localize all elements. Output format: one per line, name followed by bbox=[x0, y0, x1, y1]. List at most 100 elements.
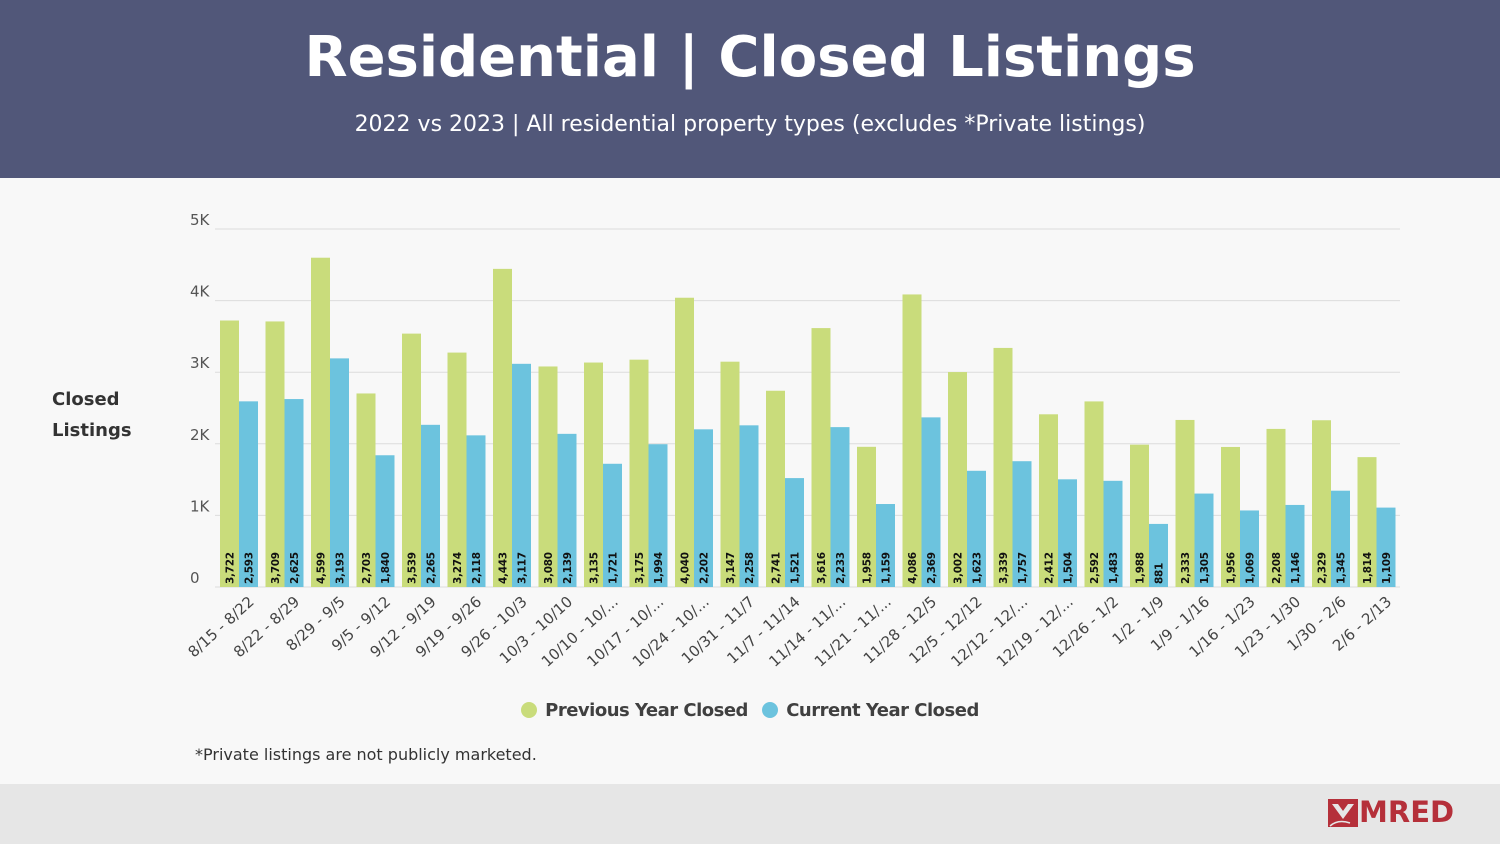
bar-current-year[interactable] bbox=[1194, 493, 1214, 587]
bar-previous-year[interactable] bbox=[1130, 444, 1149, 587]
legend-item-current[interactable]: Current Year Closed bbox=[762, 700, 979, 721]
data-label-current: 2,139 bbox=[562, 552, 574, 584]
bar-current-year[interactable] bbox=[466, 435, 486, 587]
bar-previous-year[interactable] bbox=[1312, 420, 1331, 587]
data-label-previous: 4,443 bbox=[498, 552, 510, 584]
bar-previous-year[interactable] bbox=[720, 361, 740, 587]
bar-current-year[interactable] bbox=[1285, 504, 1305, 587]
bar-current-year[interactable] bbox=[876, 504, 895, 587]
bar-current-year[interactable] bbox=[1012, 461, 1032, 587]
data-label-previous: 4,040 bbox=[680, 552, 692, 584]
data-label-previous: 2,333 bbox=[1180, 552, 1192, 584]
data-label-previous: 3,175 bbox=[634, 552, 646, 584]
x-tick-layer: 8/15 - 8/228/22 - 8/298/29 - 9/59/5 - 9/… bbox=[184, 593, 1395, 671]
data-label-previous: 2,208 bbox=[1271, 552, 1283, 584]
bar-previous-year[interactable] bbox=[993, 347, 1013, 587]
logo-text: MRED bbox=[1359, 795, 1455, 829]
bar-current-year[interactable] bbox=[557, 433, 577, 587]
data-label-previous: 1,814 bbox=[1362, 552, 1374, 584]
bar-current-year[interactable] bbox=[512, 363, 531, 587]
bar-previous-year[interactable] bbox=[857, 446, 876, 587]
bar-previous-year[interactable] bbox=[902, 294, 922, 587]
bar-current-year[interactable] bbox=[648, 444, 668, 587]
y-tick-label: 0 bbox=[190, 569, 200, 587]
mred-logo-icon bbox=[1328, 799, 1358, 827]
data-label-previous: 1,958 bbox=[862, 552, 874, 584]
bar-previous-year[interactable] bbox=[1221, 446, 1240, 587]
data-label-current: 881 bbox=[1154, 563, 1166, 584]
bar-previous-year[interactable] bbox=[675, 297, 694, 587]
data-label-previous: 3,002 bbox=[953, 552, 965, 584]
bar-current-year[interactable] bbox=[967, 470, 986, 587]
data-label-previous: 2,592 bbox=[1089, 552, 1101, 584]
bar-previous-year[interactable] bbox=[948, 372, 967, 587]
bar-current-year[interactable] bbox=[1103, 480, 1123, 587]
data-label-current: 1,345 bbox=[1336, 552, 1348, 584]
y-tick-label: 5K bbox=[190, 211, 211, 229]
y-tick-label: 3K bbox=[190, 354, 211, 372]
data-label-current: 2,202 bbox=[699, 552, 711, 584]
bar-previous-year[interactable] bbox=[629, 359, 649, 587]
bar-previous-year[interactable] bbox=[356, 393, 376, 587]
bar-previous-year[interactable] bbox=[1266, 428, 1286, 587]
bar-previous-year[interactable] bbox=[1084, 401, 1104, 587]
legend-label-current: Current Year Closed bbox=[786, 700, 979, 721]
data-label-current: 1,504 bbox=[1063, 552, 1075, 584]
bar-previous-year[interactable] bbox=[584, 362, 603, 587]
bar-previous-year[interactable] bbox=[402, 333, 421, 587]
bar-current-year[interactable] bbox=[1376, 507, 1396, 587]
bar-layer bbox=[220, 257, 1396, 587]
bar-current-year[interactable] bbox=[785, 478, 804, 587]
bar-current-year[interactable] bbox=[421, 424, 440, 587]
page-title: Residential | Closed Listings bbox=[304, 25, 1196, 90]
data-label-previous: 3,539 bbox=[407, 552, 419, 584]
bar-previous-year[interactable] bbox=[811, 328, 831, 587]
bar-current-year[interactable] bbox=[284, 399, 304, 587]
bar-previous-year[interactable] bbox=[447, 352, 467, 587]
bar-previous-year[interactable] bbox=[766, 390, 785, 587]
footer-bar bbox=[0, 784, 1500, 844]
bar-current-year[interactable] bbox=[694, 429, 713, 587]
bar-previous-year[interactable] bbox=[311, 257, 330, 587]
bar-current-year[interactable] bbox=[1240, 510, 1259, 587]
bar-current-year[interactable] bbox=[1058, 479, 1077, 587]
data-label-current: 1,840 bbox=[380, 552, 392, 584]
data-label-previous: 2,741 bbox=[771, 552, 783, 584]
bar-current-year[interactable] bbox=[1149, 523, 1168, 587]
data-label-current: 1,146 bbox=[1290, 552, 1302, 584]
bar-current-year[interactable] bbox=[330, 358, 349, 587]
bar-previous-year[interactable] bbox=[1175, 419, 1195, 587]
legend-swatch-previous bbox=[521, 702, 538, 718]
data-label-current: 2,233 bbox=[835, 552, 847, 584]
bar-current-year[interactable] bbox=[375, 455, 395, 587]
data-label-current: 2,118 bbox=[471, 552, 483, 584]
bar-previous-year[interactable] bbox=[265, 321, 285, 587]
data-label-previous: 3,080 bbox=[543, 552, 555, 584]
y-tick-label: 4K bbox=[190, 283, 211, 301]
data-label-current: 2,593 bbox=[244, 552, 256, 584]
data-label-current: 1,721 bbox=[608, 552, 620, 584]
legend-item-previous[interactable]: Previous Year Closed bbox=[521, 700, 748, 721]
bar-previous-year[interactable] bbox=[493, 268, 512, 587]
bar-current-year[interactable] bbox=[830, 427, 850, 587]
bar-previous-year[interactable] bbox=[1039, 414, 1058, 587]
data-label-previous: 2,703 bbox=[361, 552, 373, 584]
bar-current-year[interactable] bbox=[239, 401, 258, 587]
bar-chart: 0 1K 2K 3K 4K 5K 3,722 2,593 3,709 2,625 4,599 3,1… bbox=[184, 211, 1400, 671]
bar-current-year[interactable] bbox=[921, 417, 941, 587]
page-subtitle: 2022 vs 2023 | All residential property … bbox=[354, 112, 1146, 137]
bar-previous-year[interactable] bbox=[1357, 457, 1377, 587]
bar-current-year[interactable] bbox=[1331, 490, 1350, 587]
data-label-current: 1,305 bbox=[1199, 552, 1211, 584]
legend-label-previous: Previous Year Closed bbox=[545, 700, 748, 721]
legend-swatch-current bbox=[762, 702, 779, 718]
data-label-current: 1,757 bbox=[1017, 552, 1029, 584]
bar-current-year[interactable] bbox=[739, 425, 759, 587]
bar-current-year[interactable] bbox=[603, 463, 622, 587]
bar-previous-year[interactable] bbox=[220, 320, 239, 587]
data-label-current: 3,193 bbox=[335, 552, 347, 584]
bar-previous-year[interactable] bbox=[538, 366, 558, 587]
data-label-previous: 4,599 bbox=[316, 552, 328, 584]
data-label-current: 3,117 bbox=[517, 552, 529, 584]
data-label-previous: 3,135 bbox=[589, 552, 601, 584]
